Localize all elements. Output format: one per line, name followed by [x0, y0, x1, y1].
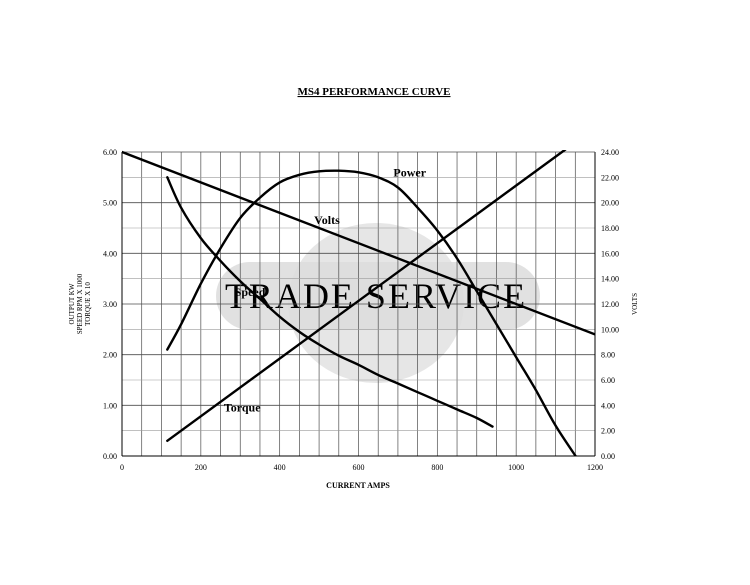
series-line-torque	[166, 150, 567, 442]
grid	[122, 152, 595, 456]
y2-tick-label: 12.00	[601, 300, 619, 309]
y2-tick-label: 18.00	[601, 224, 619, 233]
series-line-power	[166, 169, 578, 456]
watermark-logo: TRADE SERVICE	[216, 223, 540, 383]
y2-tick-label: 2.00	[601, 427, 615, 436]
y2-tick-label: 4.00	[601, 401, 615, 410]
series-label-power: Power	[393, 165, 426, 179]
y2-tick-label: 8.00	[601, 351, 615, 360]
series-label-volts: Volts	[314, 213, 340, 227]
y2-tick-label: 10.00	[601, 325, 619, 334]
y-axis-label-line-2: SPEED RPM X 1000	[76, 273, 84, 334]
series-label-torque: Torque	[224, 400, 261, 414]
y-tick-label: 2.00	[103, 351, 117, 360]
y-tick-label: 5.00	[103, 199, 117, 208]
y2-axis-label: VOLTS	[631, 293, 639, 315]
labels: MS4 PERFORMANCE CURVE CURRENT AMPS OUTPU…	[68, 86, 639, 490]
x-tick-label: 200	[195, 463, 207, 472]
x-tick-label: 0	[120, 463, 124, 472]
y2-tick-label: 6.00	[601, 376, 615, 385]
x-axis-label: CURRENT AMPS	[326, 481, 390, 490]
x-tick-label: 400	[274, 463, 286, 472]
y-axis-label-line-3: TORQUE X 10	[84, 282, 92, 326]
y2-tick-label: 24.00	[601, 148, 619, 157]
series-line-speed	[166, 176, 494, 428]
x-tick-label: 600	[353, 463, 365, 472]
y2-tick-label: 16.00	[601, 249, 619, 258]
series-lines	[122, 150, 595, 456]
x-tick-label: 1000	[508, 463, 524, 472]
y2-tick-label: 22.00	[601, 173, 619, 182]
y2-tick-label: 20.00	[601, 199, 619, 208]
y2-tick-label: 14.00	[601, 275, 619, 284]
series-line-volts	[122, 150, 595, 336]
y-tick-label: 6.00	[103, 148, 117, 157]
watermark-text: TRADE SERVICE	[225, 276, 527, 316]
x-tick-label: 800	[431, 463, 443, 472]
series-label-speed: Speed	[235, 285, 266, 299]
chart-title: MS4 PERFORMANCE CURVE	[298, 86, 451, 98]
y-tick-label: 1.00	[103, 401, 117, 410]
y-axis-label-line-1: OUTPUT KW	[68, 283, 76, 324]
x-tick-label: 1200	[587, 463, 603, 472]
y-tick-label: 0.00	[103, 452, 117, 461]
y-tick-label: 3.00	[103, 300, 117, 309]
y-tick-label: 4.00	[103, 249, 117, 258]
y2-tick-label: 0.00	[601, 452, 615, 461]
axes: 0 200 400 600 800 1000 1200 0.00 1.00 2.00 3.00 4.0…	[103, 148, 619, 472]
y-axis-label: OUTPUT KW SPEED RPM X 1000 TORQUE X 10	[68, 273, 92, 334]
